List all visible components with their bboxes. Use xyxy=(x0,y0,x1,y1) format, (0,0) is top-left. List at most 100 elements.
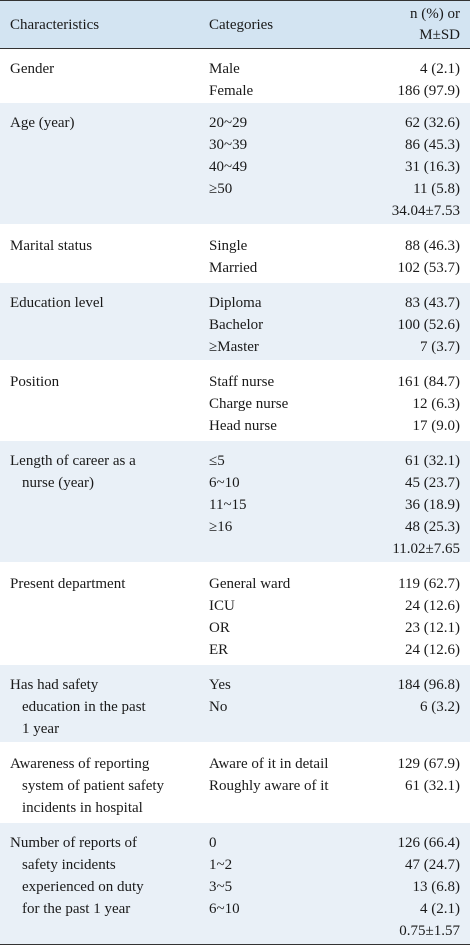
characteristic-label: Awareness of reporting xyxy=(10,756,150,772)
category-cell: ≤5 6~10 11~15 ≥16 xyxy=(199,450,369,556)
characteristic-label: incidents in hospital xyxy=(22,800,143,816)
value-cell: 129 (67.9) 61 (32.1) xyxy=(369,753,470,815)
characteristic-label: Gender xyxy=(10,61,55,77)
table-row: Present department General ward ICU OR ER 119… xyxy=(0,562,470,663)
category-label: ≥Master xyxy=(209,339,259,355)
category-label: Head nurse xyxy=(209,418,277,434)
characteristic-label: Education level xyxy=(10,295,104,311)
category-label: 3~5 xyxy=(209,879,233,895)
characteristic-label: safety incidents xyxy=(22,857,116,873)
header-value-line2: M±SD xyxy=(419,26,460,43)
characteristic-label: Age (year) xyxy=(10,115,75,131)
characteristic-label: Marital status xyxy=(10,238,93,254)
category-cell: Yes No xyxy=(199,674,369,736)
category-label: ICU xyxy=(209,598,235,614)
category-label: 0 xyxy=(209,835,217,851)
characteristic-cell: Present department xyxy=(0,573,199,657)
table-row: Awareness of reporting system of patient … xyxy=(0,742,470,821)
value-label: 31 (16.3) xyxy=(405,159,460,175)
category-cell: 20~29 30~39 40~49 ≥50 xyxy=(199,112,369,218)
category-label: 1~2 xyxy=(209,857,233,873)
value-label: 62 (32.6) xyxy=(405,115,460,131)
characteristic-cell: Length of career as a nurse (year) xyxy=(0,450,199,556)
category-label: Bachelor xyxy=(209,317,264,333)
value-label: 126 (66.4) xyxy=(397,835,461,851)
category-label: Charge nurse xyxy=(209,396,289,412)
category-label: Male xyxy=(209,61,240,77)
category-cell: Single Married xyxy=(199,235,369,276)
value-label: 88 (46.3) xyxy=(405,238,460,254)
characteristic-cell: Education level xyxy=(0,292,199,354)
category-label: Diploma xyxy=(209,295,262,311)
value-label: 0.75±1.57 xyxy=(399,923,460,939)
value-label: 86 (45.3) xyxy=(405,137,460,153)
category-label: Yes xyxy=(209,677,231,693)
category-cell: Staff nurse Charge nurse Head nurse xyxy=(199,371,369,434)
category-label: Staff nurse xyxy=(209,374,275,390)
category-label: ≥50 xyxy=(209,181,233,197)
table-row: Has had safety education in the past 1 yea… xyxy=(0,663,470,742)
category-label: No xyxy=(209,699,228,715)
category-label: 20~29 xyxy=(209,115,248,131)
value-cell: 88 (46.3) 102 (53.7) xyxy=(369,235,470,276)
value-cell: 126 (66.4) 47 (24.7) 13 (6.8) 4 (2.1) 0.75±1… xyxy=(369,832,470,939)
characteristic-cell: Has had safety education in the past 1 yea… xyxy=(0,674,199,737)
table-row: Gender Male Female 4 (2.1) 186 (97.9) xyxy=(0,49,470,101)
category-cell: 0 1~2 3~5 6~10 xyxy=(199,832,369,938)
value-label: 4 (2.1) xyxy=(420,901,460,917)
category-label: Single xyxy=(209,238,248,254)
value-cell: 119 (62.7) 24 (12.6) 23 (12.1) 24 (12.6) xyxy=(369,573,470,658)
characteristic-label: Present department xyxy=(10,576,126,592)
value-label: 17 (9.0) xyxy=(412,418,461,434)
category-cell: Aware of it in detail Roughly aware of it xyxy=(199,753,369,815)
value-label: 47 (24.7) xyxy=(405,857,460,873)
value-label: 24 (12.6) xyxy=(405,642,460,658)
category-label: Married xyxy=(209,260,258,276)
characteristic-label: nurse (year) xyxy=(22,475,95,491)
characteristic-label: Length of career as a xyxy=(10,453,136,469)
value-label: 61 (32.1) xyxy=(405,778,460,794)
value-label: 11 (5.8) xyxy=(413,181,460,197)
characteristic-cell: Marital status xyxy=(0,235,199,275)
category-label: 11~15 xyxy=(209,497,247,513)
characteristic-cell: Position xyxy=(0,371,199,433)
category-label: 30~39 xyxy=(209,137,248,153)
value-cell: 184 (96.8) 6 (3.2) xyxy=(369,674,470,736)
characteristic-cell: Age (year) xyxy=(0,112,199,218)
value-label: 102 (53.7) xyxy=(397,260,461,276)
value-label: 129 (67.9) xyxy=(397,756,461,772)
value-label: 7 (3.7) xyxy=(420,339,460,355)
table-header: Characteristics Categories n (%) or M±SD xyxy=(0,0,470,49)
header-categories: Categories xyxy=(209,16,274,33)
category-label xyxy=(209,538,369,560)
characteristic-label: for the past 1 year xyxy=(22,901,131,917)
category-label: ≤5 xyxy=(209,453,225,469)
value-label: 12 (6.3) xyxy=(412,396,461,412)
category-cell: General ward ICU OR ER xyxy=(199,573,369,658)
value-label: 4 (2.1) xyxy=(420,61,460,77)
category-label: Female xyxy=(209,83,254,99)
category-label xyxy=(209,200,369,222)
value-label: 48 (25.3) xyxy=(405,519,460,535)
value-cell: 4 (2.1) 186 (97.9) xyxy=(369,58,470,99)
value-label: 23 (12.1) xyxy=(405,620,460,636)
table-row: Number of reports of safety incidents expe… xyxy=(0,821,470,944)
value-cell: 62 (32.6) 86 (45.3) 31 (16.3) 11 (5.8) 34.04… xyxy=(369,112,470,219)
value-label: 34.04±7.53 xyxy=(391,203,460,219)
category-label: 6~10 xyxy=(209,901,240,917)
table-row: Position Staff nurse Charge nurse Head nurs… xyxy=(0,360,470,439)
header-value-line1: n (%) or xyxy=(410,5,460,22)
value-label: 186 (97.9) xyxy=(397,83,461,99)
value-cell: 61 (32.1) 45 (23.7) 36 (18.9) 48 (25.3) 11.0… xyxy=(369,450,470,557)
value-label: 36 (18.9) xyxy=(405,497,460,513)
characteristic-label: system of patient safety xyxy=(22,778,165,794)
category-cell: Male Female xyxy=(199,58,369,99)
category-label: OR xyxy=(209,620,230,636)
header-characteristics: Characteristics xyxy=(10,16,100,33)
characteristic-label: 1 year xyxy=(22,721,60,737)
table-row: Length of career as a nurse (year) ≤5 6~10 1… xyxy=(0,439,470,562)
characteristic-label: education in the past xyxy=(22,699,146,715)
table-body: Gender Male Female 4 (2.1) 186 (97.9) Age (ye… xyxy=(0,49,470,944)
value-label: 100 (52.6) xyxy=(397,317,461,333)
